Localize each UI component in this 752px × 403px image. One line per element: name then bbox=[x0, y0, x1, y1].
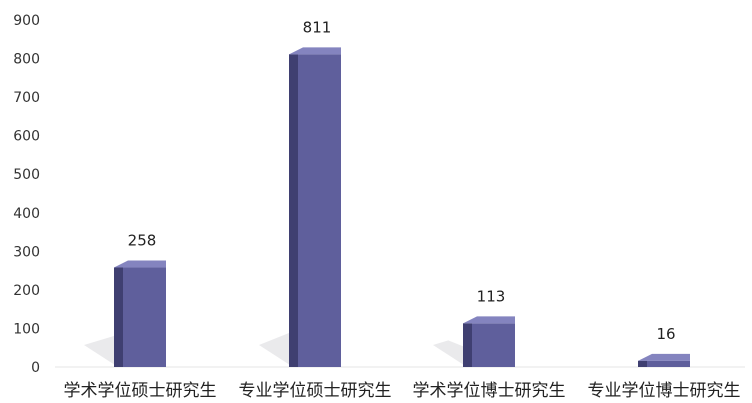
bars: 258 811 113 16 bbox=[114, 18, 690, 367]
y-tick-label-700: 700 bbox=[13, 90, 40, 106]
bar-2 bbox=[463, 316, 515, 367]
bar-1 bbox=[289, 47, 341, 367]
x-tick-label-0: 学术学位硕士研究生 bbox=[64, 381, 217, 401]
bar-0 bbox=[114, 260, 166, 367]
x-tick-label-3: 专业学位博士研究生 bbox=[588, 381, 741, 401]
bar-top-1 bbox=[289, 47, 341, 55]
data-label-0: 258 bbox=[128, 232, 157, 250]
y-tick-label-300: 300 bbox=[13, 244, 40, 260]
x-axis: 学术学位硕士研究生 专业学位硕士研究生 学术学位博士研究生 专业学位博士研究生 bbox=[64, 381, 741, 401]
bar-front-3 bbox=[638, 360, 690, 367]
y-tick-label-500: 500 bbox=[13, 167, 40, 183]
y-tick-label-100: 100 bbox=[13, 321, 40, 337]
bar-3 bbox=[638, 353, 690, 367]
y-tick-label-200: 200 bbox=[13, 283, 40, 299]
y-axis: 0 100 200 300 400 500 600 700 800 900 bbox=[13, 13, 40, 376]
y-tick-label-400: 400 bbox=[13, 206, 40, 222]
bar-side-1 bbox=[289, 54, 298, 367]
bar-top-0 bbox=[114, 260, 166, 268]
bar-side-2 bbox=[463, 323, 472, 367]
data-label-1: 811 bbox=[303, 18, 332, 36]
y-tick-label-0: 0 bbox=[31, 360, 40, 376]
bar-top-3 bbox=[638, 353, 690, 361]
x-tick-label-2: 学术学位博士研究生 bbox=[413, 381, 566, 401]
data-label-3: 16 bbox=[656, 325, 675, 343]
bar-top-2 bbox=[463, 316, 515, 324]
y-tick-label-900: 900 bbox=[13, 13, 40, 29]
bar-side-0 bbox=[114, 267, 123, 367]
y-tick-label-800: 800 bbox=[13, 52, 40, 68]
data-label-2: 113 bbox=[477, 287, 506, 305]
x-tick-label-1: 专业学位硕士研究生 bbox=[239, 381, 392, 401]
bar-side-3 bbox=[638, 360, 647, 367]
y-tick-label-600: 600 bbox=[13, 129, 40, 145]
